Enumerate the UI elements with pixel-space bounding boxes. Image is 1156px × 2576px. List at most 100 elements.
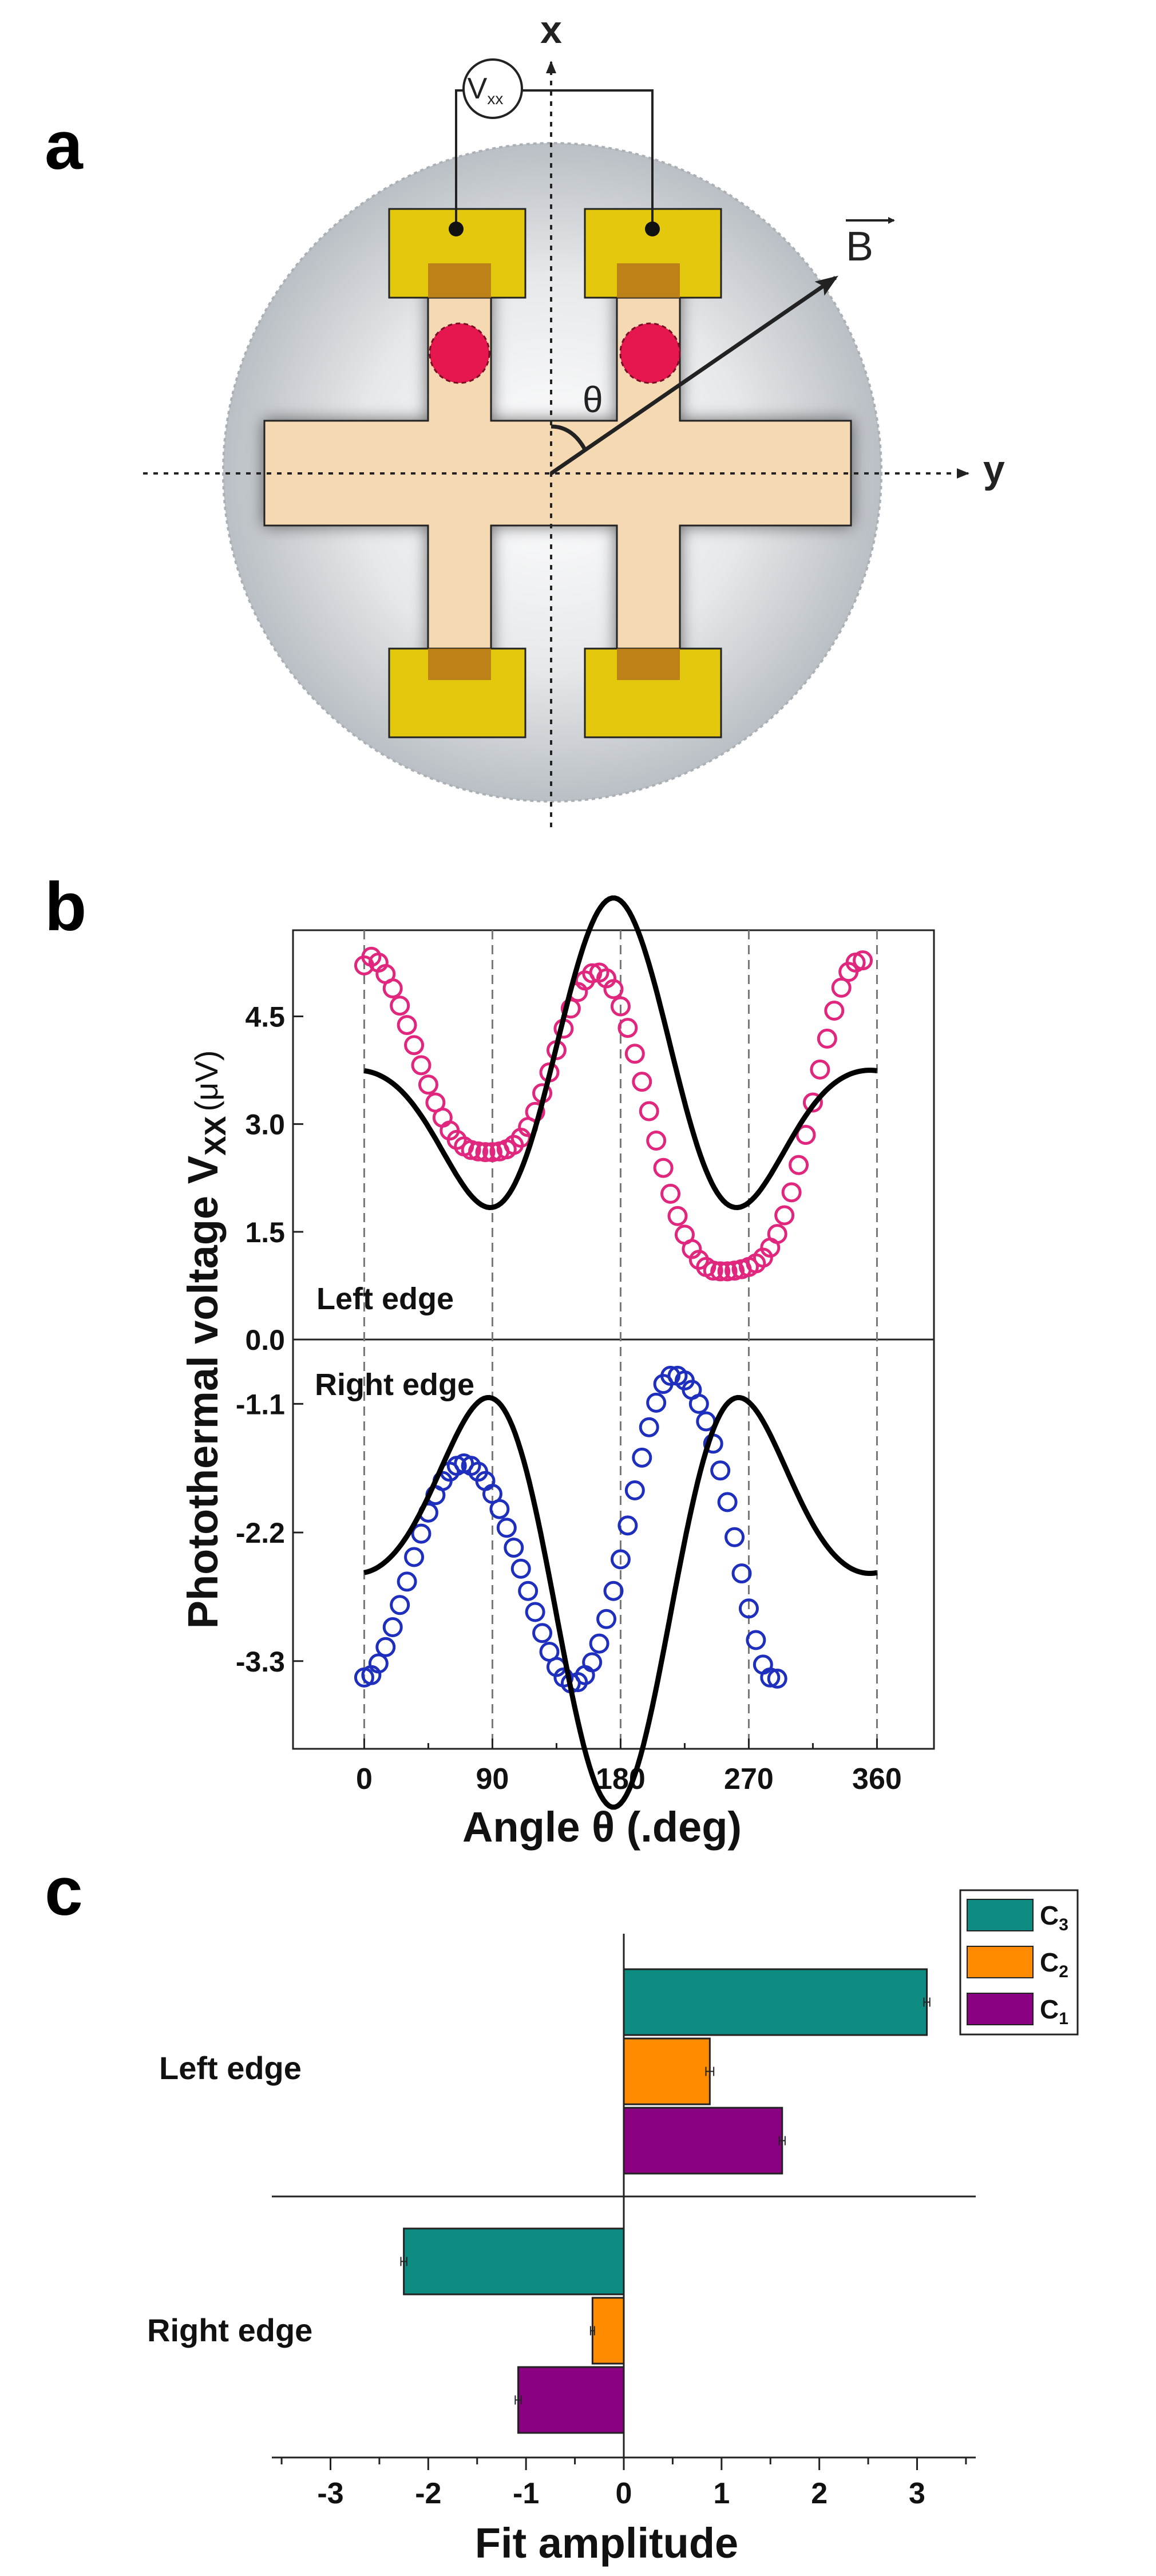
data-point <box>795 1125 816 1145</box>
data-point <box>510 1558 531 1579</box>
category-left-edge: Left edge <box>159 2050 302 2086</box>
data-point <box>475 1142 496 1163</box>
data-point <box>710 1460 731 1481</box>
data-point <box>589 1633 609 1654</box>
right-edge-fit-curve <box>363 1394 878 1810</box>
data-point <box>802 1092 823 1113</box>
voltmeter-subscript: xx <box>487 90 503 108</box>
plot-c-x-tick-label: -1 <box>513 2477 539 2510</box>
data-point <box>596 1609 617 1629</box>
bar <box>623 2107 783 2175</box>
data-point <box>774 1205 795 1226</box>
legend-label-c1: C1 <box>1040 1994 1068 2028</box>
data-point <box>688 1393 709 1414</box>
plot-b-y-tick-label: 0.0 <box>245 1324 285 1356</box>
plot-b-x-tick-label: 360 <box>852 1763 902 1796</box>
bar <box>623 1968 928 2036</box>
data-point <box>404 1035 425 1056</box>
contact-dot-left <box>449 222 464 236</box>
overlap-top-left <box>428 263 491 298</box>
data-point <box>411 1055 431 1076</box>
data-point <box>382 1617 403 1638</box>
plot-b-y-tick-label: -3.3 <box>236 1646 285 1678</box>
data-point <box>781 1182 802 1203</box>
overlap-top-right <box>617 263 680 298</box>
data-point <box>632 1447 652 1468</box>
plot-b-y-tick-label: 1.5 <box>245 1216 285 1249</box>
voltmeter-symbol: Vxx <box>468 72 504 108</box>
data-point <box>504 1538 524 1558</box>
data-point <box>653 1157 674 1178</box>
data-point <box>710 1261 731 1282</box>
left-edge-fit-curve <box>363 895 877 1211</box>
data-point <box>717 1492 738 1512</box>
data-point <box>390 1595 410 1615</box>
data-point <box>489 1499 510 1519</box>
plot-c-legend: C3 C2 C1 <box>959 1889 1079 2036</box>
data-point <box>461 1140 481 1160</box>
data-point <box>617 1515 638 1536</box>
plot-b-x-tick-label: 270 <box>724 1763 774 1796</box>
plot-b-top-y-ticks: 0.0 1.5 3.0 4.5 <box>245 1001 303 1356</box>
data-point <box>789 1155 809 1175</box>
plot-b-ylabel-sub: XX <box>199 1116 232 1156</box>
plot-b-x-tick-label: 0 <box>356 1763 373 1796</box>
bar <box>517 2366 625 2434</box>
contact-pads <box>388 208 722 738</box>
x-axis-label: x <box>540 8 562 52</box>
angle-label: θ <box>583 379 603 420</box>
data-point <box>382 978 403 999</box>
data-point <box>725 1261 745 1281</box>
data-point <box>603 1581 624 1601</box>
data-point <box>760 1667 781 1688</box>
plot-c-x-tick-label: 2 <box>811 2477 828 2510</box>
data-point <box>810 1059 830 1080</box>
data-point <box>746 1630 766 1650</box>
data-point <box>617 1018 638 1038</box>
data-point <box>660 1183 681 1204</box>
data-point <box>853 950 873 971</box>
left-edge-data-points <box>354 946 873 1282</box>
data-point <box>411 1523 431 1544</box>
laser-spot-right <box>619 322 681 384</box>
legend-label-c3: C3 <box>1040 1901 1068 1934</box>
data-point <box>738 1598 759 1619</box>
legend-swatch-c3 <box>967 1899 1034 1931</box>
data-point <box>404 1547 425 1567</box>
plot-c-x-tick-label: 0 <box>616 2477 632 2510</box>
data-point <box>582 1652 603 1673</box>
plot-b-ylabel-unit: (μV) <box>188 1050 224 1112</box>
panel-c: c -3 -2 -1 0 1 2 3 Left edge Right edge Fit am… <box>45 1853 1079 2567</box>
data-point <box>725 1527 745 1547</box>
data-point <box>817 1028 837 1049</box>
plot-c-x-tick-label: 1 <box>713 2477 730 2510</box>
data-point <box>482 1142 502 1163</box>
overlap-bottom-right <box>617 649 680 680</box>
plot-c-x-tick-label: 3 <box>909 2477 925 2510</box>
data-point <box>610 996 631 1017</box>
data-point <box>610 1549 631 1570</box>
legend-swatch-c1 <box>967 1993 1034 2025</box>
data-point <box>731 1563 752 1584</box>
left-edge-label: Left edge <box>316 1282 454 1316</box>
b-field-arrow <box>550 275 838 475</box>
data-point <box>624 1044 645 1064</box>
bar <box>623 2037 711 2105</box>
data-point <box>525 1602 545 1622</box>
data-point <box>532 1623 553 1643</box>
plot-c-xlabel: Fit amplitude <box>475 2519 738 2567</box>
data-point <box>418 1074 438 1095</box>
contact-dot-right <box>645 222 660 236</box>
data-point <box>496 1518 517 1538</box>
data-point <box>646 1392 667 1413</box>
voltmeter-circle <box>462 58 523 119</box>
data-point <box>468 1141 489 1161</box>
right-edge-label-b: Right edge <box>315 1368 474 1402</box>
angle-arc <box>551 424 587 451</box>
data-point <box>390 995 410 1016</box>
panel-label-b: b <box>45 868 86 945</box>
legend-label-c2: C2 <box>1040 1947 1068 1981</box>
data-point <box>368 1653 389 1674</box>
data-point <box>717 1261 738 1282</box>
y-axis-label: y <box>983 448 1005 491</box>
